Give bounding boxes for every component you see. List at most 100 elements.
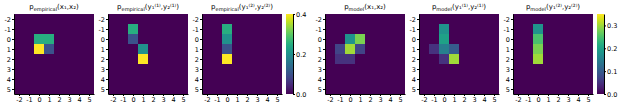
tick-mark [417,29,419,30]
tick: 1 [506,46,513,54]
cell [168,54,178,64]
cell [375,74,385,84]
axis-domain [419,15,420,95]
tick-label: 0 [195,36,199,44]
tick-label: 4 [101,76,105,84]
cell [543,74,553,84]
cell [533,24,543,34]
cell [429,34,439,44]
cell [533,64,543,74]
cell [469,74,479,84]
cell [375,64,385,74]
tick-label: -1 [504,26,510,34]
cell [543,64,553,74]
cell [489,84,499,94]
tick: -2 [99,16,108,24]
tick-mark [511,59,513,60]
tick: 3 [101,66,108,74]
cell [429,44,439,54]
cell [108,24,118,34]
tick-label: 0 [412,36,416,44]
axis-domain [293,15,294,95]
tick-label: 0 [348,96,352,104]
tick: -2 [193,16,202,24]
tick: -2 [316,16,325,24]
cell [158,64,168,74]
tick-label: -1 [5,26,11,34]
cell [543,84,553,94]
cell [168,14,178,24]
cell [202,54,212,64]
cell [355,14,365,24]
cell [573,34,583,44]
tick-label: 5 [181,96,185,104]
cell [449,64,459,74]
cell [158,44,168,54]
title: pmodel(x₁,x₂) [344,3,386,12]
tick-mark [200,39,202,40]
tick-label: 1 [101,46,105,54]
cell [84,14,94,24]
cell [583,24,593,34]
cell [469,14,479,24]
axis-domain [202,15,203,95]
cell [365,74,375,84]
tick-mark [417,69,419,70]
tick-label: -1 [26,96,32,104]
cell [24,14,34,24]
cell [138,44,148,54]
cell [375,44,385,54]
cell [128,24,138,34]
tick-label: -2 [99,16,105,24]
tick-mark [511,49,513,50]
tick-label: 3 [318,66,322,74]
cell [14,34,24,44]
cell [553,54,563,64]
tick-label: 5 [318,86,322,94]
cell [242,24,252,34]
cell [345,64,355,74]
tick-label: 1 [7,46,11,54]
tick-label: 4 [195,76,199,84]
tick: 0.1 [604,68,617,76]
cell [178,34,188,44]
tick-label: 3 [195,66,199,74]
tick-mark [106,69,108,70]
tick-label: -1 [120,96,126,104]
cell [365,64,375,74]
cell [242,54,252,64]
tick-label: 3 [378,96,382,104]
tick-label: 3 [412,66,416,74]
tick: -1 [504,26,513,34]
cell [24,44,34,54]
cell [138,34,148,44]
cell [513,44,523,54]
tick-label: 1 [412,46,416,54]
tick-label: 0.0 [296,91,306,99]
cell [583,14,593,24]
tick: 2 [556,94,560,104]
cell [419,34,429,44]
cell [385,74,395,84]
tick-label: -1 [431,96,437,104]
cell [395,54,405,64]
cell [479,44,489,54]
cell [355,24,365,34]
tick: 3 [67,94,71,104]
cell [439,54,449,64]
colorbar-gradient [286,14,293,94]
tick-label: 5 [586,96,590,104]
colorbar-axis: 0.00.20.4 [293,11,306,99]
tick: 0 [225,94,229,104]
cell [563,64,573,74]
cell [24,24,34,34]
cell [573,74,583,84]
tick-mark [106,29,108,30]
cell [212,84,222,94]
tick-label: 4 [412,76,416,84]
cell [479,84,489,94]
tick-label: 0.2 [607,45,617,53]
tick: 3 [378,94,382,104]
cell [335,84,345,94]
tick-label: 3 [7,66,11,74]
